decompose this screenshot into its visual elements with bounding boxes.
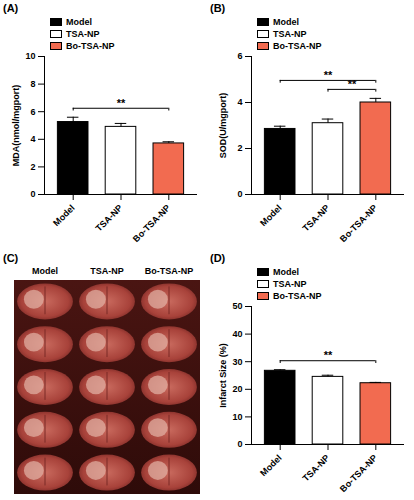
svg-text:Model: Model: [258, 453, 283, 478]
svg-text:Model: Model: [51, 203, 76, 228]
svg-text:4: 4: [30, 134, 35, 144]
svg-text:TSA-NP: TSA-NP: [90, 266, 124, 276]
html-text:Bo-TSA-NP: Bo-TSA-NP: [273, 291, 322, 301]
html-text:Model: Model: [273, 267, 299, 277]
svg-text:0: 0: [237, 439, 242, 449]
svg-text:6: 6: [237, 51, 242, 61]
svg-text:Infarct Size (%): Infarct Size (%): [218, 343, 228, 408]
svg-text:20: 20: [232, 384, 242, 394]
svg-text:Model: Model: [258, 203, 283, 228]
svg-text:8: 8: [30, 79, 35, 89]
svg-text:Bo-TSA-NP: Bo-TSA-NP: [145, 266, 194, 276]
svg-text:TSA-NP: TSA-NP: [301, 203, 332, 234]
svg-text:Bo-TSA-NP: Bo-TSA-NP: [131, 203, 172, 244]
svg-text:2: 2: [30, 162, 35, 172]
html-text:TSA-NP: TSA-NP: [273, 279, 307, 289]
svg-text:TSA-NP: TSA-NP: [301, 453, 332, 484]
svg-text:2: 2: [237, 143, 242, 153]
svg-text:40: 40: [232, 329, 242, 339]
svg-text:**: **: [117, 97, 126, 109]
html-text:TSA-NP: TSA-NP: [66, 29, 100, 39]
html-text:(A): (A): [3, 2, 19, 14]
svg-text:0: 0: [237, 189, 242, 199]
svg-text:Bo-TSA-NP: Bo-TSA-NP: [338, 453, 379, 494]
svg-text:50: 50: [232, 301, 242, 311]
svg-text:0: 0: [30, 189, 35, 199]
svg-text:MDA(nmol/mgport): MDA(nmol/mgport): [11, 85, 21, 166]
svg-text:6: 6: [30, 107, 35, 117]
html-text:(B): (B): [210, 2, 226, 14]
html-text:Model: Model: [66, 17, 92, 27]
svg-text:SOD(U/mgport): SOD(U/mgport): [218, 93, 228, 159]
svg-text:**: **: [324, 69, 333, 81]
svg-text:30: 30: [232, 357, 242, 367]
svg-text:Model: Model: [32, 266, 58, 276]
svg-text:10: 10: [25, 51, 35, 61]
html-text:TSA-NP: TSA-NP: [273, 29, 307, 39]
svg-text:4: 4: [237, 97, 242, 107]
html-text:(C): (C): [3, 252, 19, 264]
svg-text:10: 10: [232, 412, 242, 422]
svg-text:**: **: [348, 78, 357, 90]
html-text:Bo-TSA-NP: Bo-TSA-NP: [273, 41, 322, 51]
svg-text:TSA-NP: TSA-NP: [94, 203, 125, 234]
html-text:(D): (D): [210, 252, 226, 264]
html-text:Bo-TSA-NP: Bo-TSA-NP: [66, 41, 115, 51]
svg-text:Bo-TSA-NP: Bo-TSA-NP: [338, 203, 379, 244]
html-text:Model: Model: [273, 17, 299, 27]
svg-text:**: **: [324, 349, 333, 361]
